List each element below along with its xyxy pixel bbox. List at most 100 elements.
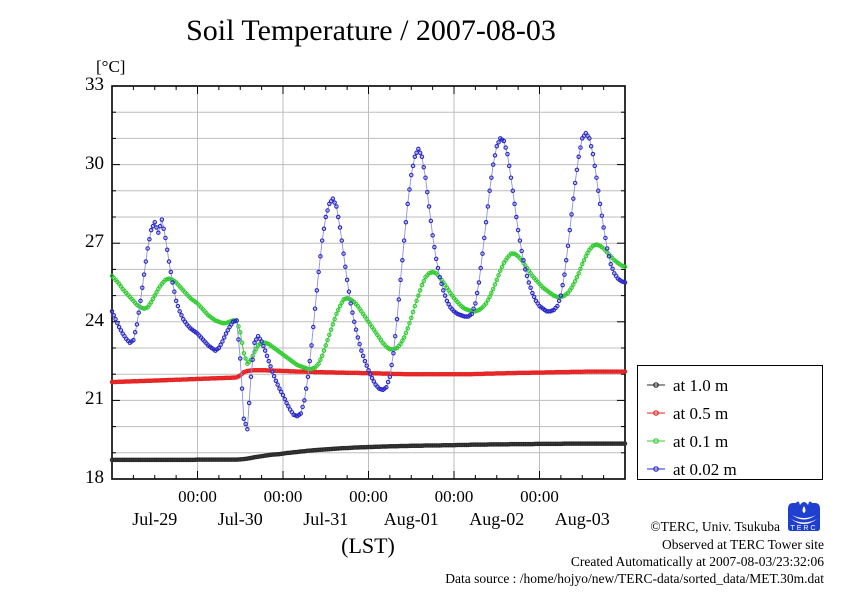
series-marker bbox=[278, 389, 284, 395]
series-marker bbox=[220, 339, 225, 344]
series-marker bbox=[485, 297, 491, 303]
legend-item-label: at 0.1 m bbox=[673, 431, 729, 451]
series-marker bbox=[350, 310, 355, 315]
series-marker bbox=[221, 335, 227, 340]
terc-logo-text: TERC bbox=[790, 525, 817, 532]
series-marker bbox=[574, 167, 580, 173]
y-tick-label: 30 bbox=[85, 152, 104, 174]
legend-item: at 0.02 m bbox=[646, 458, 737, 480]
series-marker bbox=[578, 145, 583, 150]
series-marker bbox=[530, 290, 535, 296]
series-marker bbox=[576, 271, 581, 276]
series-marker bbox=[417, 288, 423, 293]
series-marker bbox=[423, 175, 428, 180]
series-marker bbox=[407, 320, 412, 326]
series-marker bbox=[515, 227, 521, 233]
y-tick-label: 21 bbox=[85, 388, 104, 410]
series-marker bbox=[517, 238, 523, 243]
series-marker bbox=[489, 290, 494, 296]
series-marker bbox=[298, 411, 304, 416]
series-marker bbox=[412, 154, 418, 159]
x-date-label: Jul-29 bbox=[132, 509, 178, 529]
series-marker bbox=[346, 289, 352, 294]
series-marker bbox=[391, 350, 396, 356]
series-marker bbox=[446, 301, 451, 307]
series-marker bbox=[344, 277, 350, 283]
series-marker bbox=[163, 235, 168, 241]
series-marker bbox=[408, 315, 414, 321]
series-marker bbox=[243, 356, 248, 361]
series-marker bbox=[262, 348, 268, 353]
series-marker bbox=[309, 343, 314, 348]
series-marker bbox=[599, 213, 605, 218]
series-marker bbox=[147, 237, 152, 242]
series-marker bbox=[403, 330, 409, 336]
series-marker bbox=[154, 225, 159, 230]
series-marker bbox=[241, 416, 247, 421]
series-marker bbox=[560, 282, 565, 288]
series-marker bbox=[421, 278, 426, 284]
series-marker bbox=[148, 227, 154, 233]
series-marker bbox=[134, 322, 140, 327]
series-marker bbox=[585, 250, 590, 256]
series-marker bbox=[355, 335, 361, 340]
legend-marker-icon bbox=[647, 382, 665, 388]
legend-item: at 0.1 m bbox=[646, 430, 728, 452]
series-marker bbox=[490, 286, 496, 292]
series-marker bbox=[348, 301, 353, 306]
series-marker bbox=[241, 350, 247, 356]
series-marker bbox=[343, 264, 348, 270]
series-marker bbox=[492, 153, 498, 158]
series-marker bbox=[562, 272, 567, 277]
series-marker bbox=[270, 369, 275, 374]
series-marker bbox=[145, 246, 150, 251]
series-marker bbox=[519, 248, 524, 254]
series-marker bbox=[433, 256, 439, 262]
series-marker bbox=[273, 378, 279, 383]
legend-marker-icon bbox=[647, 438, 665, 444]
series-marker bbox=[216, 345, 222, 351]
series-marker bbox=[583, 254, 589, 259]
series-marker bbox=[325, 337, 330, 343]
legend-box: at 1.0 m at 0.5 m at 0.1 m at 0.02 m bbox=[637, 365, 823, 480]
series-marker bbox=[439, 281, 444, 287]
legend-item: at 0.5 m bbox=[646, 402, 728, 424]
series-marker bbox=[571, 282, 576, 287]
series-marker bbox=[483, 301, 489, 306]
series-marker bbox=[501, 138, 507, 144]
series-marker bbox=[473, 301, 478, 306]
series-marker bbox=[471, 306, 476, 311]
series-marker bbox=[522, 267, 528, 272]
y-axis-unit-label: [°C] bbox=[96, 57, 126, 76]
series-marker bbox=[441, 288, 446, 293]
series-marker bbox=[109, 309, 115, 314]
series-marker bbox=[487, 294, 492, 300]
series-marker bbox=[403, 219, 409, 225]
series-marker bbox=[485, 204, 491, 209]
series-marker bbox=[319, 238, 325, 243]
x-time-label: 00:00 bbox=[178, 487, 217, 506]
series-marker bbox=[416, 293, 421, 298]
series-marker bbox=[594, 175, 599, 180]
series-marker bbox=[482, 235, 487, 241]
series-marker bbox=[362, 358, 368, 364]
series-marker bbox=[528, 285, 533, 290]
x-date-label: Aug-03 bbox=[554, 509, 610, 529]
footer-datasource: Data source : /home/hojyo/new/TERC-data/… bbox=[445, 571, 824, 586]
series-marker bbox=[496, 140, 501, 145]
series-marker bbox=[469, 311, 475, 317]
series-marker bbox=[579, 261, 585, 267]
series-marker bbox=[622, 369, 628, 374]
legend-marker-icon bbox=[647, 466, 665, 472]
series-marker bbox=[335, 214, 341, 220]
series-marker bbox=[398, 277, 403, 283]
series-marker bbox=[335, 307, 341, 313]
x-date-label: Aug-01 bbox=[383, 509, 439, 529]
series-marker bbox=[321, 348, 327, 353]
series-marker bbox=[252, 349, 257, 355]
series-marker bbox=[483, 219, 489, 225]
series-marker bbox=[359, 348, 364, 353]
series-marker bbox=[314, 288, 320, 293]
series-marker bbox=[442, 293, 448, 298]
series-marker bbox=[421, 164, 426, 170]
